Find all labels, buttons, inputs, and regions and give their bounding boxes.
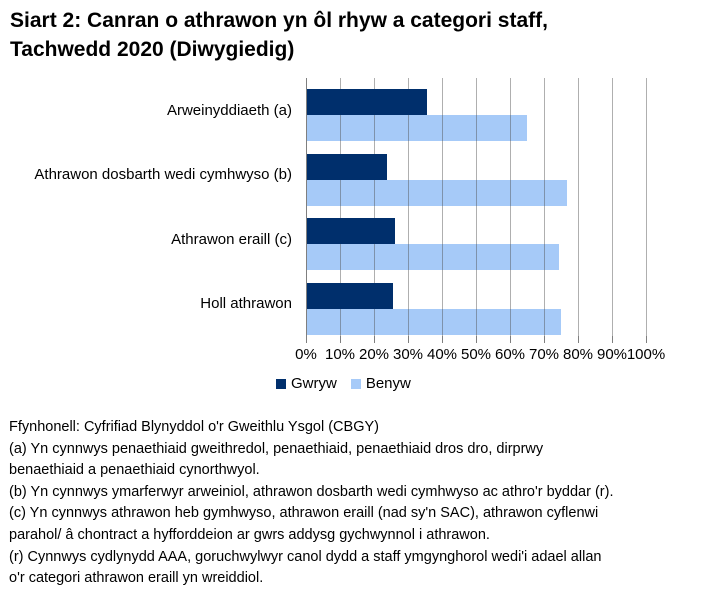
legend-label: Benyw <box>365 375 411 392</box>
legend-label: Gwryw <box>291 375 337 392</box>
gridline <box>340 78 341 336</box>
x-axis-label: 0% <box>295 346 317 363</box>
x-axis-label: 30% <box>392 346 424 363</box>
gridline <box>578 78 579 336</box>
tick-mark <box>374 336 375 343</box>
gridline <box>544 78 545 336</box>
bar-gwryw <box>307 89 428 115</box>
legend: Gwryw Benyw <box>276 375 411 392</box>
x-axis-label: 10% <box>324 346 356 363</box>
category-label: Athrawon dosbarth wedi cymhwyso (b) <box>34 166 292 184</box>
x-axis-label: 50% <box>460 346 492 363</box>
footnote-b: (b) Yn cynnwys ymarferwyr arweiniol, ath… <box>9 483 614 500</box>
category-label: Holl athrawon <box>200 295 292 313</box>
category-axis: Arweinyddiaeth (a) Athrawon dosbarth wedi… <box>0 78 299 336</box>
x-axis-label: 20% <box>358 346 390 363</box>
tick-mark <box>306 336 307 343</box>
footnote-a: (a) Yn cynnwys penaethiaid gweithredol, … <box>9 440 544 479</box>
legend-item-gwryw: Gwryw <box>276 375 337 392</box>
footnote-c: (c) Yn cynnwys athrawon heb gymhwyso, at… <box>9 505 599 543</box>
tick-mark <box>578 336 579 343</box>
bar-gwryw <box>307 218 396 244</box>
tick-mark <box>646 336 647 343</box>
tick-mark <box>544 336 545 343</box>
x-axis-label: 90% <box>596 346 628 363</box>
footnote-r: (r) Cynnwys cydlynydd AAA, goruchwylwyr … <box>9 548 602 587</box>
x-axis-label: 40% <box>426 346 458 363</box>
gridline <box>476 78 477 336</box>
category-label: Arweinyddiaeth (a) <box>166 101 292 119</box>
x-axis-label: 100% <box>626 346 666 363</box>
tick-mark <box>340 336 341 343</box>
gridline <box>510 78 511 336</box>
bar-benyw <box>307 115 527 141</box>
tick-mark <box>408 336 409 343</box>
footnotes: Ffynhonell: Cyfrifiad Blynyddol o'r Gwei… <box>9 417 699 590</box>
tick-mark <box>510 336 511 343</box>
chart-title-line1: Siart 2: Canran o athrawon yn ôl rhyw a … <box>10 9 548 32</box>
chart-title-line2: Tachwedd 2020 (Diwygiedig) <box>10 38 295 61</box>
category-label: Athrawon eraill (c) <box>171 230 292 248</box>
bar-benyw <box>307 179 568 206</box>
bar-benyw <box>307 308 562 335</box>
gridline <box>408 78 409 336</box>
x-axis-label: 80% <box>562 346 594 363</box>
legend-swatch-benyw <box>350 378 361 389</box>
tick-mark <box>442 336 443 343</box>
x-axis-label: 70% <box>528 346 560 363</box>
x-axis-label: 60% <box>494 346 526 363</box>
tick-mark <box>476 336 477 343</box>
gridline <box>374 78 375 336</box>
chart-title: Siart 2: Canran o athrawon yn ôl rhyw a … <box>10 6 695 64</box>
footnote-source: Ffynhonell: Cyfrifiad Blynyddol o'r Gwei… <box>9 419 379 435</box>
bar-benyw <box>307 244 559 270</box>
legend-item-benyw: Benyw <box>350 375 411 392</box>
gridline <box>612 78 613 336</box>
gridline <box>442 78 443 336</box>
plot-area <box>306 78 647 343</box>
value-axis-line <box>306 78 307 343</box>
x-axis: 0% 10% 20% 30% 40% 50% 60% 70% 80% 90% 100% <box>295 346 702 364</box>
legend-swatch-gwryw <box>276 378 286 389</box>
tick-mark <box>612 336 613 343</box>
bar-gwryw <box>307 153 387 180</box>
bar-gwryw <box>307 282 393 309</box>
gridline <box>646 78 647 336</box>
